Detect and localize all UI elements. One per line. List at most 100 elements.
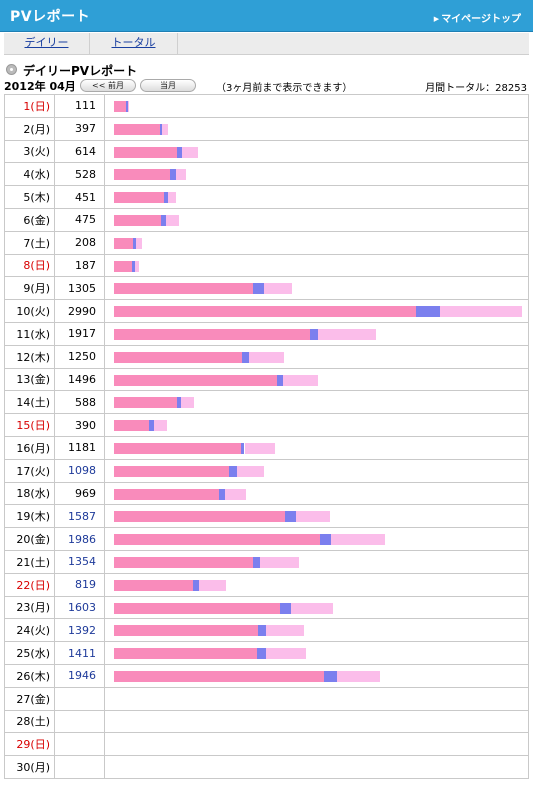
table-row: 11(水) 1917	[4, 321, 529, 346]
table-row: 23(月) 1603	[4, 595, 529, 620]
pv-table: 1(日) 111 2(月) 397 3(火) 614 4(水) 528 5(木) 451 6(金) 4…	[4, 94, 529, 779]
pv-bar-light	[266, 648, 307, 660]
bar-cell	[104, 595, 529, 620]
pv-count-cell: 208	[54, 230, 105, 255]
day-cell: 24(火)	[4, 618, 55, 643]
table-row: 15(日) 390	[4, 413, 529, 437]
pv-bar-mid	[163, 192, 169, 204]
bar-cell	[104, 321, 529, 346]
pv-bar-main	[114, 488, 219, 500]
month-label: 2012年 04月	[4, 80, 76, 93]
pv-bar-main	[114, 169, 171, 181]
pv-bar-light	[168, 192, 176, 204]
pv-bar-light	[283, 374, 319, 386]
pv-bar-light	[318, 328, 376, 340]
pv-bar	[114, 123, 169, 135]
pv-bar-light	[248, 351, 285, 363]
mypage-link[interactable]: ▶ マイページトップ	[434, 10, 521, 25]
pv-count-cell: 187	[54, 253, 105, 278]
pv-bar-light	[176, 169, 187, 181]
pv-bar-mid	[320, 534, 331, 546]
pv-bar	[114, 169, 187, 181]
table-row: 21(土) 1354	[4, 549, 529, 574]
day-cell: 20(金)	[4, 527, 55, 551]
bar-cell	[104, 367, 529, 392]
pv-bar-main	[114, 123, 160, 135]
pv-bar-light	[260, 556, 299, 568]
bar-cell	[104, 755, 529, 779]
bar-cell	[104, 230, 529, 255]
pv-bar-mid	[133, 237, 137, 249]
day-cell: 3(火)	[4, 139, 55, 164]
pv-bar	[114, 579, 226, 591]
bar-cell	[104, 299, 529, 323]
bar-cell	[104, 686, 529, 711]
tab-daily[interactable]: デイリー	[4, 33, 90, 55]
day-cell: 28(土)	[4, 709, 55, 734]
pv-bar-light	[162, 123, 169, 135]
pv-bar-light	[136, 237, 143, 249]
day-cell: 22(日)	[4, 572, 55, 597]
day-cell: 30(月)	[4, 755, 55, 779]
day-cell: 2(月)	[4, 116, 55, 141]
pv-count-cell: 1250	[54, 344, 105, 369]
pv-count-cell: 1098	[54, 458, 105, 483]
pv-bar	[114, 101, 130, 112]
pv-bar-main	[114, 351, 242, 363]
pv-bar-mid	[229, 465, 237, 477]
pv-count-cell: 1305	[54, 276, 105, 301]
pv-bar-main	[114, 283, 253, 295]
bar-cell	[104, 139, 529, 164]
bar-cell	[104, 641, 529, 665]
month-nav: 2012年 04月 << 前月 当月 （3ヶ月前まで表示できます） 月間トータル…	[0, 78, 533, 94]
range-note: （3ヶ月前まで表示できます）	[216, 83, 353, 94]
mypage-link-label: マイページトップ	[441, 14, 521, 25]
pv-count-cell: 528	[54, 162, 105, 187]
pv-count-cell: 111	[54, 94, 105, 118]
bar-cell	[104, 435, 529, 460]
pv-bar	[114, 214, 179, 226]
pv-bar-light	[330, 534, 385, 546]
pv-bar-light	[225, 488, 247, 500]
pv-bar-light	[165, 214, 179, 226]
pv-count-cell: 969	[54, 481, 105, 506]
pv-count-cell: 1587	[54, 504, 105, 529]
pv-bar-main	[114, 670, 324, 682]
bar-cell	[104, 618, 529, 643]
pv-count-cell: 1411	[54, 641, 105, 665]
bar-cell	[104, 709, 529, 734]
pv-bar	[114, 306, 522, 318]
pv-bar-mid	[241, 351, 249, 363]
pv-count-cell: 2990	[54, 299, 105, 323]
pv-bar	[114, 420, 168, 432]
pv-bar-mid	[323, 670, 338, 682]
table-row: 20(金) 1986	[4, 527, 529, 551]
day-cell: 1(日)	[4, 94, 55, 118]
table-row: 28(土)	[4, 709, 529, 734]
table-row: 13(金) 1496	[4, 367, 529, 392]
day-cell: 13(金)	[4, 367, 55, 392]
pv-bar	[114, 534, 385, 546]
tab-total[interactable]: トータル	[90, 33, 178, 55]
pv-bar	[114, 442, 276, 454]
pv-bar-light	[440, 306, 522, 318]
pv-bar-main	[114, 579, 194, 591]
day-cell: 12(木)	[4, 344, 55, 369]
table-row: 30(月)	[4, 755, 529, 779]
pv-count-cell: 588	[54, 390, 105, 415]
pv-bar-main	[114, 648, 257, 660]
pv-bar-mid	[310, 328, 318, 340]
bar-cell	[104, 390, 529, 415]
current-month-button[interactable]: 当月	[140, 79, 196, 92]
pv-count-cell	[54, 686, 105, 711]
table-row: 4(水) 528	[4, 162, 529, 187]
bar-cell	[104, 549, 529, 574]
pv-bar	[114, 648, 307, 660]
tab-bar: デイリー トータル	[4, 33, 529, 55]
pv-bar-mid	[126, 101, 128, 112]
pv-bar	[114, 602, 333, 614]
table-row: 12(木) 1250	[4, 344, 529, 369]
day-cell: 15(日)	[4, 413, 55, 437]
triangle-right-icon: ▶	[433, 15, 440, 23]
prev-month-button[interactable]: << 前月	[80, 79, 136, 92]
